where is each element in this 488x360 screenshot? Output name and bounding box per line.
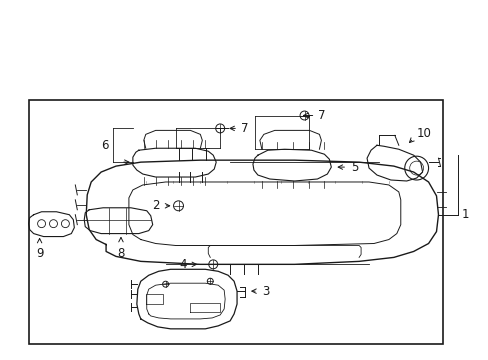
Text: 10: 10 bbox=[416, 127, 430, 140]
Text: 7: 7 bbox=[318, 109, 325, 122]
Text: 6: 6 bbox=[102, 139, 109, 152]
Bar bbox=[28, 100, 443, 344]
Text: 1: 1 bbox=[460, 208, 468, 221]
Text: 4: 4 bbox=[179, 258, 186, 271]
Text: 3: 3 bbox=[262, 285, 269, 298]
Text: 2: 2 bbox=[152, 199, 160, 212]
Text: 5: 5 bbox=[350, 161, 358, 174]
Text: 8: 8 bbox=[117, 247, 124, 261]
Text: 7: 7 bbox=[241, 122, 248, 135]
Text: 9: 9 bbox=[36, 247, 43, 261]
